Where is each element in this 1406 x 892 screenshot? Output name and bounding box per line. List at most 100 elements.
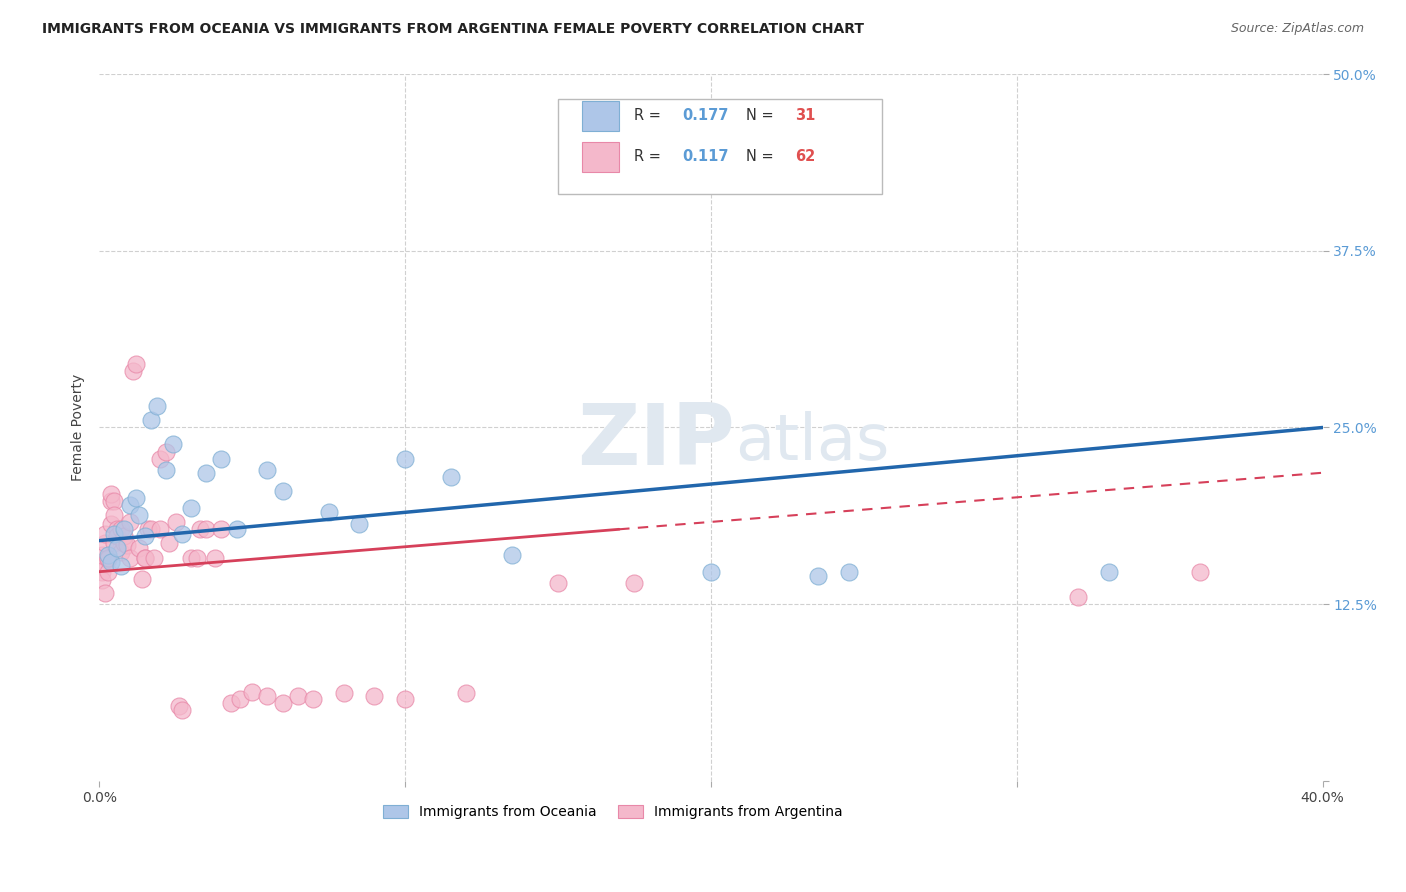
Point	[211, 522, 233, 536]
Point	[100, 555, 122, 569]
Point	[219, 696, 242, 710]
Point	[195, 522, 218, 536]
Point	[146, 399, 169, 413]
Point	[700, 565, 723, 579]
Point	[94, 536, 117, 550]
Point	[112, 522, 135, 536]
Text: R =: R =	[634, 149, 665, 164]
Point	[186, 550, 208, 565]
Text: IMMIGRANTS FROM OCEANIA VS IMMIGRANTS FROM ARGENTINA FEMALE POVERTY CORRELATION : IMMIGRANTS FROM OCEANIA VS IMMIGRANTS FR…	[42, 22, 865, 37]
Point	[100, 487, 122, 501]
Point	[125, 357, 148, 371]
Text: Source: ZipAtlas.com: Source: ZipAtlas.com	[1230, 22, 1364, 36]
Text: 0.177: 0.177	[683, 108, 730, 123]
Text: N =: N =	[747, 108, 779, 123]
Point	[162, 437, 184, 451]
Point	[838, 565, 860, 579]
Point	[440, 470, 463, 484]
Point	[118, 550, 141, 565]
Point	[240, 685, 263, 699]
Point	[195, 466, 218, 480]
Point	[394, 692, 416, 706]
Point	[180, 550, 202, 565]
Point	[134, 550, 156, 565]
Point	[170, 703, 193, 717]
Point	[318, 505, 340, 519]
Point	[456, 686, 478, 700]
Point	[170, 526, 193, 541]
Text: 62: 62	[796, 149, 815, 164]
Point	[103, 536, 125, 550]
Point	[128, 541, 150, 555]
Bar	[582, 142, 619, 171]
Point	[112, 536, 135, 550]
Point	[91, 555, 114, 569]
Point	[110, 559, 132, 574]
Point	[1097, 565, 1119, 579]
FancyBboxPatch shape	[558, 99, 882, 194]
Point	[139, 522, 162, 536]
Point	[136, 522, 159, 536]
Point	[394, 451, 416, 466]
Point	[91, 573, 114, 587]
Point	[1189, 565, 1212, 579]
Point	[347, 516, 370, 531]
Point	[107, 529, 129, 543]
Point	[204, 550, 226, 565]
Point	[159, 536, 181, 550]
Point	[134, 529, 156, 543]
Text: ZIP: ZIP	[578, 401, 735, 483]
Text: N =: N =	[747, 149, 779, 164]
Text: 0.117: 0.117	[683, 149, 730, 164]
Y-axis label: Female Poverty: Female Poverty	[72, 374, 86, 481]
Point	[107, 522, 129, 536]
Point	[94, 526, 117, 541]
Point	[211, 451, 233, 466]
Point	[103, 526, 125, 541]
Point	[91, 548, 114, 562]
Point	[134, 550, 156, 565]
Point	[131, 572, 153, 586]
Point	[149, 451, 172, 466]
Point	[271, 484, 294, 499]
Point	[97, 550, 120, 565]
Point	[97, 552, 120, 566]
Text: R =: R =	[634, 108, 665, 123]
Point	[110, 522, 132, 536]
Point	[155, 463, 177, 477]
Point	[97, 565, 120, 579]
Point	[143, 550, 166, 565]
Point	[121, 364, 143, 378]
Point	[165, 515, 187, 529]
Point	[107, 541, 129, 555]
Point	[229, 692, 252, 706]
Point	[167, 699, 190, 714]
Point	[271, 696, 294, 710]
Point	[94, 586, 117, 600]
Legend: Immigrants from Oceania, Immigrants from Argentina: Immigrants from Oceania, Immigrants from…	[378, 800, 848, 825]
Point	[103, 494, 125, 508]
Point	[188, 522, 211, 536]
Point	[654, 123, 676, 137]
Point	[112, 529, 135, 543]
Point	[302, 692, 325, 706]
Point	[115, 538, 138, 552]
Point	[97, 548, 120, 562]
Point	[501, 548, 523, 562]
Point	[225, 522, 247, 536]
Point	[807, 569, 830, 583]
Point	[125, 491, 148, 506]
Point	[287, 689, 309, 703]
Point	[363, 689, 385, 703]
Bar	[582, 101, 619, 130]
Point	[91, 565, 114, 579]
Point	[128, 508, 150, 523]
Point	[623, 576, 645, 591]
Point	[333, 686, 356, 700]
Point	[100, 516, 122, 531]
Point	[103, 508, 125, 523]
Text: atlas: atlas	[735, 410, 890, 473]
Text: 31: 31	[796, 108, 815, 123]
Point	[118, 498, 141, 512]
Point	[256, 689, 278, 703]
